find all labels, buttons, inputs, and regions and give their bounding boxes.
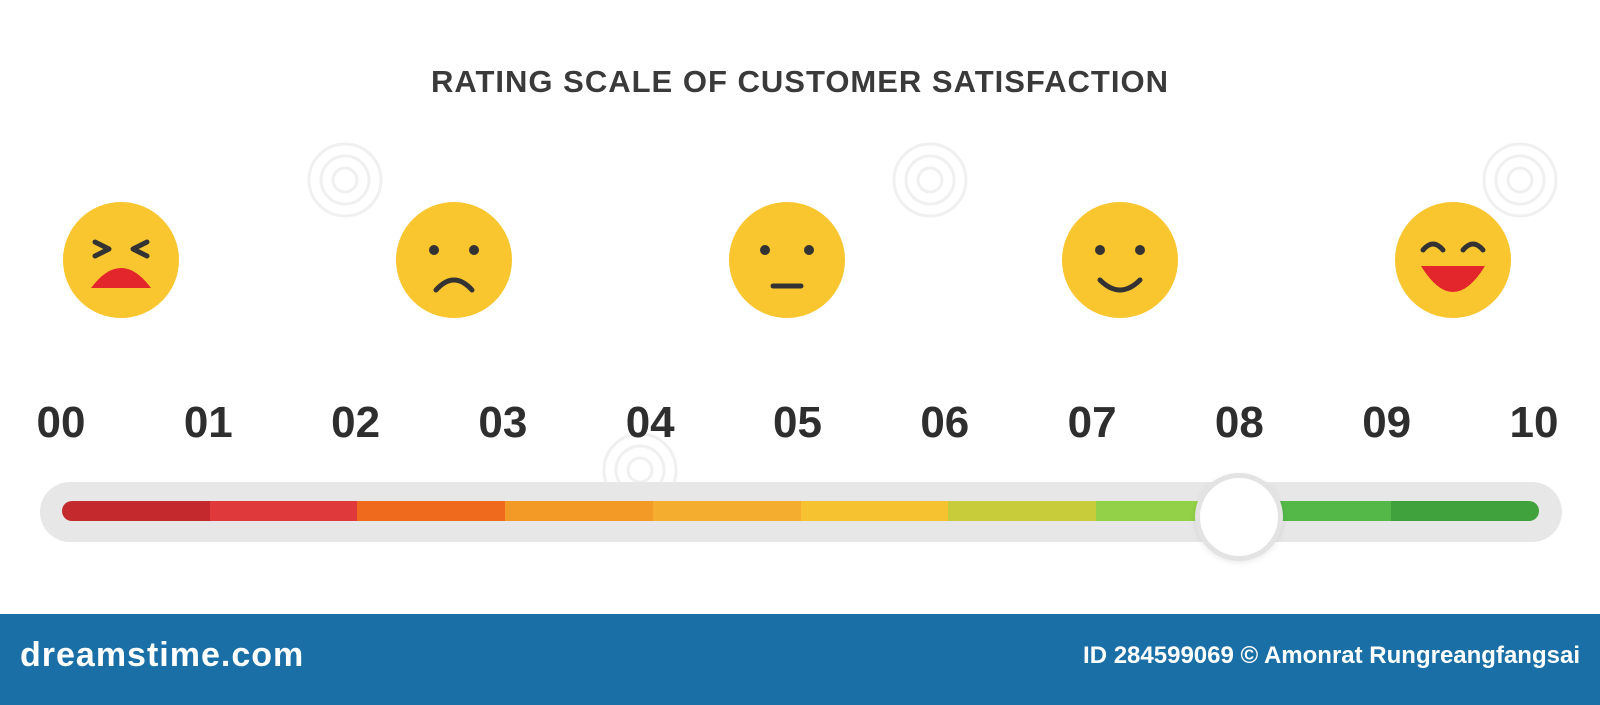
slider-handle[interactable] <box>1195 473 1284 561</box>
scale-segment <box>652 501 801 521</box>
watermark-icon <box>892 142 968 218</box>
scale-label: 07 <box>1067 398 1117 447</box>
scale-segment <box>1391 501 1539 521</box>
scale-segment <box>800 501 949 521</box>
scale-segment <box>948 501 1096 521</box>
page-title: RATING SCALE OF CUSTOMER SATISFACTION <box>431 64 1169 99</box>
smiling-face-icon[interactable] <box>1060 200 1180 320</box>
scale-label: 01 <box>183 398 233 447</box>
scale-label: 04 <box>625 398 675 447</box>
scale-segment <box>209 501 358 521</box>
color-scale-bar[interactable] <box>62 501 1539 521</box>
footer: dreamstime.com ID 284599069 © Amonrat Ru… <box>0 614 1600 705</box>
scale-label: 09 <box>1362 398 1412 447</box>
emoji-row <box>0 200 1600 324</box>
scale-label: 05 <box>773 398 822 447</box>
scale-labels: 00 01 02 03 04 05 06 07 08 09 10 <box>0 398 1600 447</box>
sad-face-icon[interactable] <box>394 200 514 320</box>
neutral-face-icon[interactable] <box>727 200 847 320</box>
scale-label: 06 <box>920 398 970 447</box>
scale-label: 02 <box>331 398 381 447</box>
scale-segment <box>357 501 506 521</box>
scale-label: 10 <box>1509 398 1559 447</box>
crying-face-icon[interactable] <box>61 200 181 320</box>
scale-label: 08 <box>1214 398 1264 447</box>
brand-logo: dreamstime.com <box>20 636 305 674</box>
scale-label: 03 <box>478 398 528 447</box>
watermark-icon <box>307 142 383 218</box>
scale-label: 00 <box>36 398 86 447</box>
image-credit: ID 284599069 © Amonrat Rungreangfangsai <box>1083 642 1580 669</box>
scale-segment <box>62 501 210 521</box>
scale-segment <box>505 501 653 521</box>
laughing-face-icon[interactable] <box>1393 200 1513 320</box>
watermark-icon <box>1482 142 1558 218</box>
